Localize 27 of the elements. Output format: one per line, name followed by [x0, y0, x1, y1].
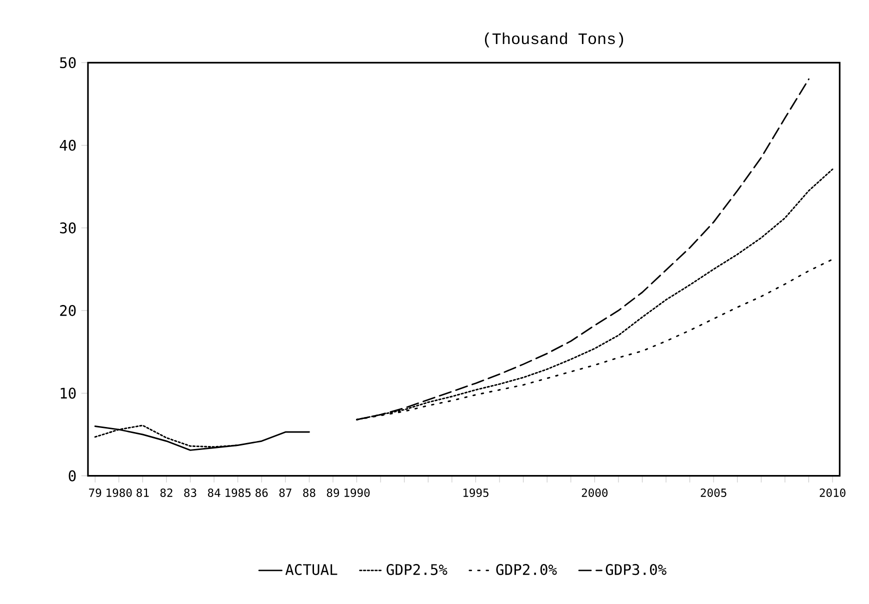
legend-label: GDP3.0% — [606, 564, 666, 576]
y-tick-label: 50 — [60, 57, 76, 68]
x-tick-label: 1995 — [463, 488, 488, 498]
y-tick-label: 20 — [60, 305, 76, 316]
x-tick-label: 87 — [279, 488, 292, 498]
x-tick-label: 2005 — [700, 488, 726, 498]
y-tick-label: 40 — [60, 140, 76, 151]
x-tick-label: 84 — [208, 488, 220, 498]
x-tick-label: 1985 — [226, 488, 251, 498]
x-tick-label: 79 — [89, 488, 102, 498]
y-tick-label: 10 — [60, 388, 76, 399]
y-tick-label: 30 — [60, 222, 76, 234]
x-tick-label: 1990 — [344, 488, 370, 498]
y-axis-title: (Thousand Tons) — [484, 32, 624, 48]
x-tick-label: 83 — [184, 488, 196, 498]
x-tick-label: 81 — [136, 488, 149, 498]
x-tick-label: 2000 — [582, 488, 608, 498]
x-tick-label: 88 — [303, 488, 316, 498]
y-tick-label: 0 — [68, 470, 76, 482]
legend-label: GDP2.5% — [386, 564, 448, 576]
legend-label: GDP2.0% — [496, 564, 557, 576]
x-tick-label: 2010 — [820, 488, 846, 498]
x-tick-label: 86 — [256, 488, 268, 498]
x-tick-label: 82 — [160, 488, 172, 498]
x-tick-label: 1980 — [106, 488, 132, 498]
x-tick-label: 89 — [326, 488, 340, 498]
legend-label: ACTUAL — [285, 564, 338, 576]
